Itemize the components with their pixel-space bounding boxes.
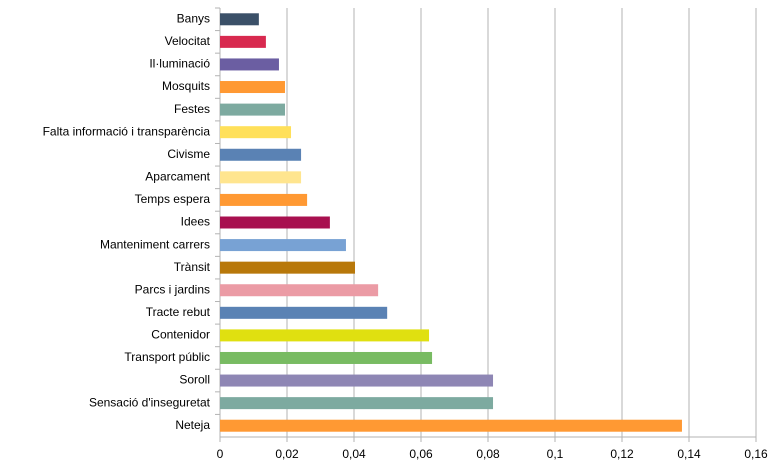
bar bbox=[220, 216, 330, 229]
y-tick-label: Idees bbox=[181, 215, 210, 229]
bar bbox=[220, 351, 433, 364]
y-tick-label: Parcs i jardins bbox=[135, 282, 210, 296]
y-tick-label: Temps espera bbox=[135, 192, 211, 206]
y-tick-label: Banys bbox=[177, 11, 210, 25]
y-tick-label: Aparcament bbox=[145, 170, 210, 184]
x-tick-label: 0,12 bbox=[610, 447, 634, 461]
x-tick-label: 0 bbox=[217, 447, 224, 461]
y-tick-label: Contenidor bbox=[151, 328, 210, 342]
y-tick-label: Mosquits bbox=[162, 79, 210, 93]
y-tick-label: Civisme bbox=[167, 147, 210, 161]
x-tick-label: 0,1 bbox=[547, 447, 564, 461]
x-tick-label: 0,14 bbox=[677, 447, 701, 461]
bar bbox=[220, 81, 285, 94]
y-tick-label: Soroll bbox=[179, 373, 210, 387]
y-tick-label: Manteniment carrers bbox=[100, 237, 210, 251]
bar bbox=[220, 329, 430, 342]
bar bbox=[220, 126, 292, 139]
y-tick-label: Il·luminació bbox=[149, 57, 210, 71]
bar bbox=[220, 13, 259, 26]
x-tick-label: 0,06 bbox=[409, 447, 433, 461]
bar bbox=[220, 148, 302, 161]
bar bbox=[220, 397, 494, 410]
bar bbox=[220, 419, 682, 432]
bar bbox=[220, 284, 379, 297]
bar bbox=[220, 306, 388, 319]
bar bbox=[220, 35, 266, 48]
bar bbox=[220, 239, 346, 252]
y-tick-label: Neteja bbox=[175, 418, 210, 432]
y-tick-label: Trànsit bbox=[174, 260, 211, 274]
x-tick-label: 0,16 bbox=[744, 447, 768, 461]
x-tick-label: 0,08 bbox=[476, 447, 500, 461]
bar bbox=[220, 58, 279, 71]
y-tick-label: Transport públic bbox=[124, 350, 210, 364]
bar bbox=[220, 193, 308, 206]
y-tick-label: Tracte rebut bbox=[146, 305, 211, 319]
bar bbox=[220, 171, 302, 184]
bar bbox=[220, 261, 356, 274]
y-tick-label: Festes bbox=[174, 102, 210, 116]
bar bbox=[220, 374, 494, 387]
x-tick-label: 0,02 bbox=[275, 447, 299, 461]
y-tick-label: Falta informació i transparència bbox=[43, 124, 211, 138]
x-tick-label: 0,04 bbox=[342, 447, 366, 461]
y-tick-label: Velocitat bbox=[165, 34, 211, 48]
y-tick-label: Sensació d'inseguretat bbox=[89, 395, 211, 409]
bar bbox=[220, 103, 285, 116]
